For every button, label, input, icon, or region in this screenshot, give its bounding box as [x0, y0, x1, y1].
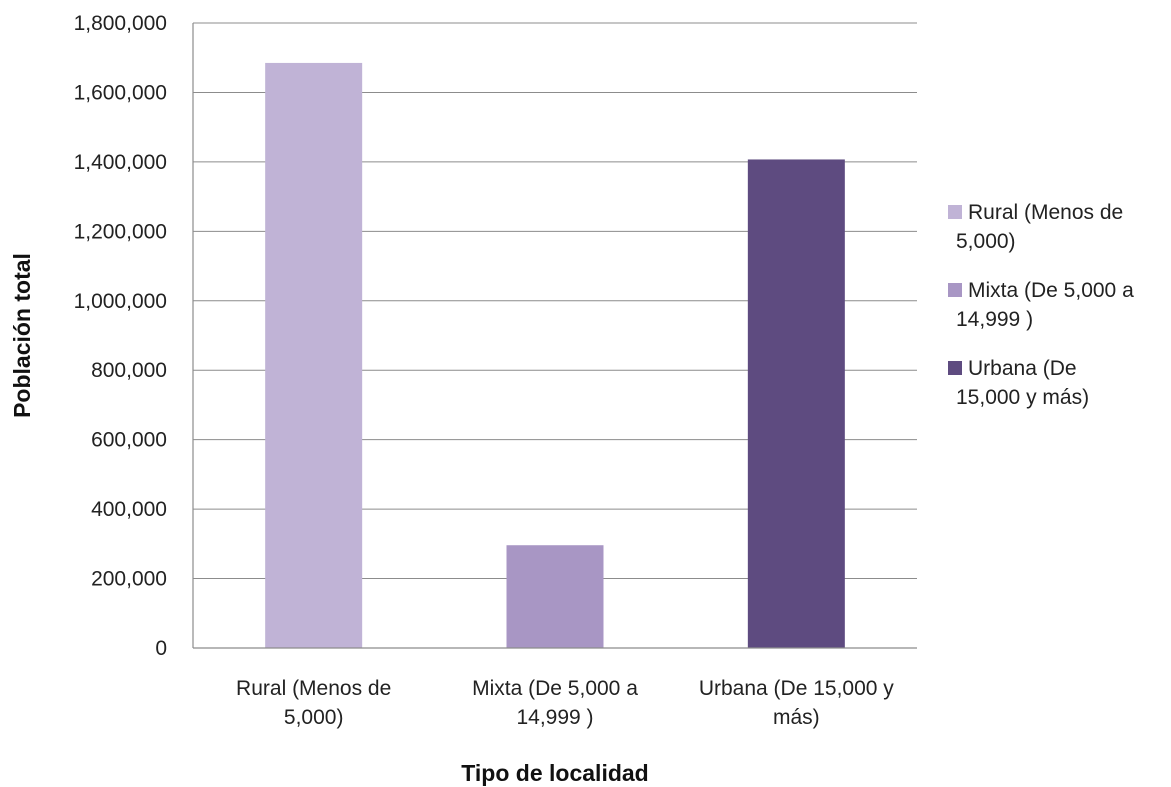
legend-label-line: Mixta (De 5,000 a — [968, 279, 1134, 302]
y-tick-label: 600,000 — [91, 429, 167, 452]
y-tick-label: 800,000 — [91, 359, 167, 382]
legend-label-line: 5,000) — [956, 230, 1016, 253]
legend-swatch — [948, 361, 962, 375]
bar — [506, 545, 604, 648]
y-tick-label: 1,000,000 — [74, 290, 167, 313]
y-tick-label: 1,200,000 — [74, 220, 167, 243]
x-axis-title: Tipo de localidad — [461, 760, 648, 786]
y-tick-label: 1,800,000 — [74, 12, 167, 35]
legend-label: Mixta (De 5,000 a 14,999 ) — [956, 279, 1134, 331]
bar — [265, 62, 363, 649]
y-tick-label: 0 — [155, 637, 167, 660]
legend-label-line: Urbana (De — [968, 357, 1077, 380]
x-category-label-line: 14,999 ) — [516, 706, 593, 729]
y-axis-title: Población total — [9, 253, 35, 418]
y-tick-label: 400,000 — [91, 498, 167, 521]
legend-swatch — [948, 205, 962, 219]
x-category-labels: Rural (Menos de 5,000) Mixta (De 5,000 a 14… — [236, 677, 894, 729]
y-tick-label: 1,600,000 — [74, 81, 167, 104]
x-category-label-line: más) — [773, 706, 820, 729]
y-tick-labels: 0 200,000 400,000 600,000 800,000 1,000,000 1,… — [74, 12, 167, 660]
legend-label-line: 14,999 ) — [956, 308, 1033, 331]
legend: Rural (Menos de 5,000) Mixta (De 5,000 a 14… — [948, 201, 1134, 409]
y-tick-label: 1,400,000 — [74, 151, 167, 174]
legend-label-line: 15,000 y más) — [956, 386, 1089, 409]
legend-label: Rural (Menos de 5,000) — [956, 201, 1123, 253]
bars — [265, 62, 845, 649]
x-category-label-line: Rural (Menos de — [236, 677, 391, 700]
legend-swatch — [948, 283, 962, 297]
legend-label: Urbana (De 15,000 y más) — [956, 357, 1089, 409]
x-category-label-line: Urbana (De 15,000 y — [699, 677, 894, 700]
bar — [747, 159, 845, 649]
x-category-label: Urbana (De 15,000 y más) — [699, 677, 894, 729]
x-category-label-line: Mixta (De 5,000 a — [472, 677, 638, 700]
x-category-label: Rural (Menos de 5,000) — [236, 677, 391, 729]
x-category-label-line: 5,000) — [284, 706, 344, 729]
y-tick-label: 200,000 — [91, 568, 167, 591]
legend-label-line: Rural (Menos de — [968, 201, 1123, 224]
x-category-label: Mixta (De 5,000 a 14,999 ) — [472, 677, 638, 729]
